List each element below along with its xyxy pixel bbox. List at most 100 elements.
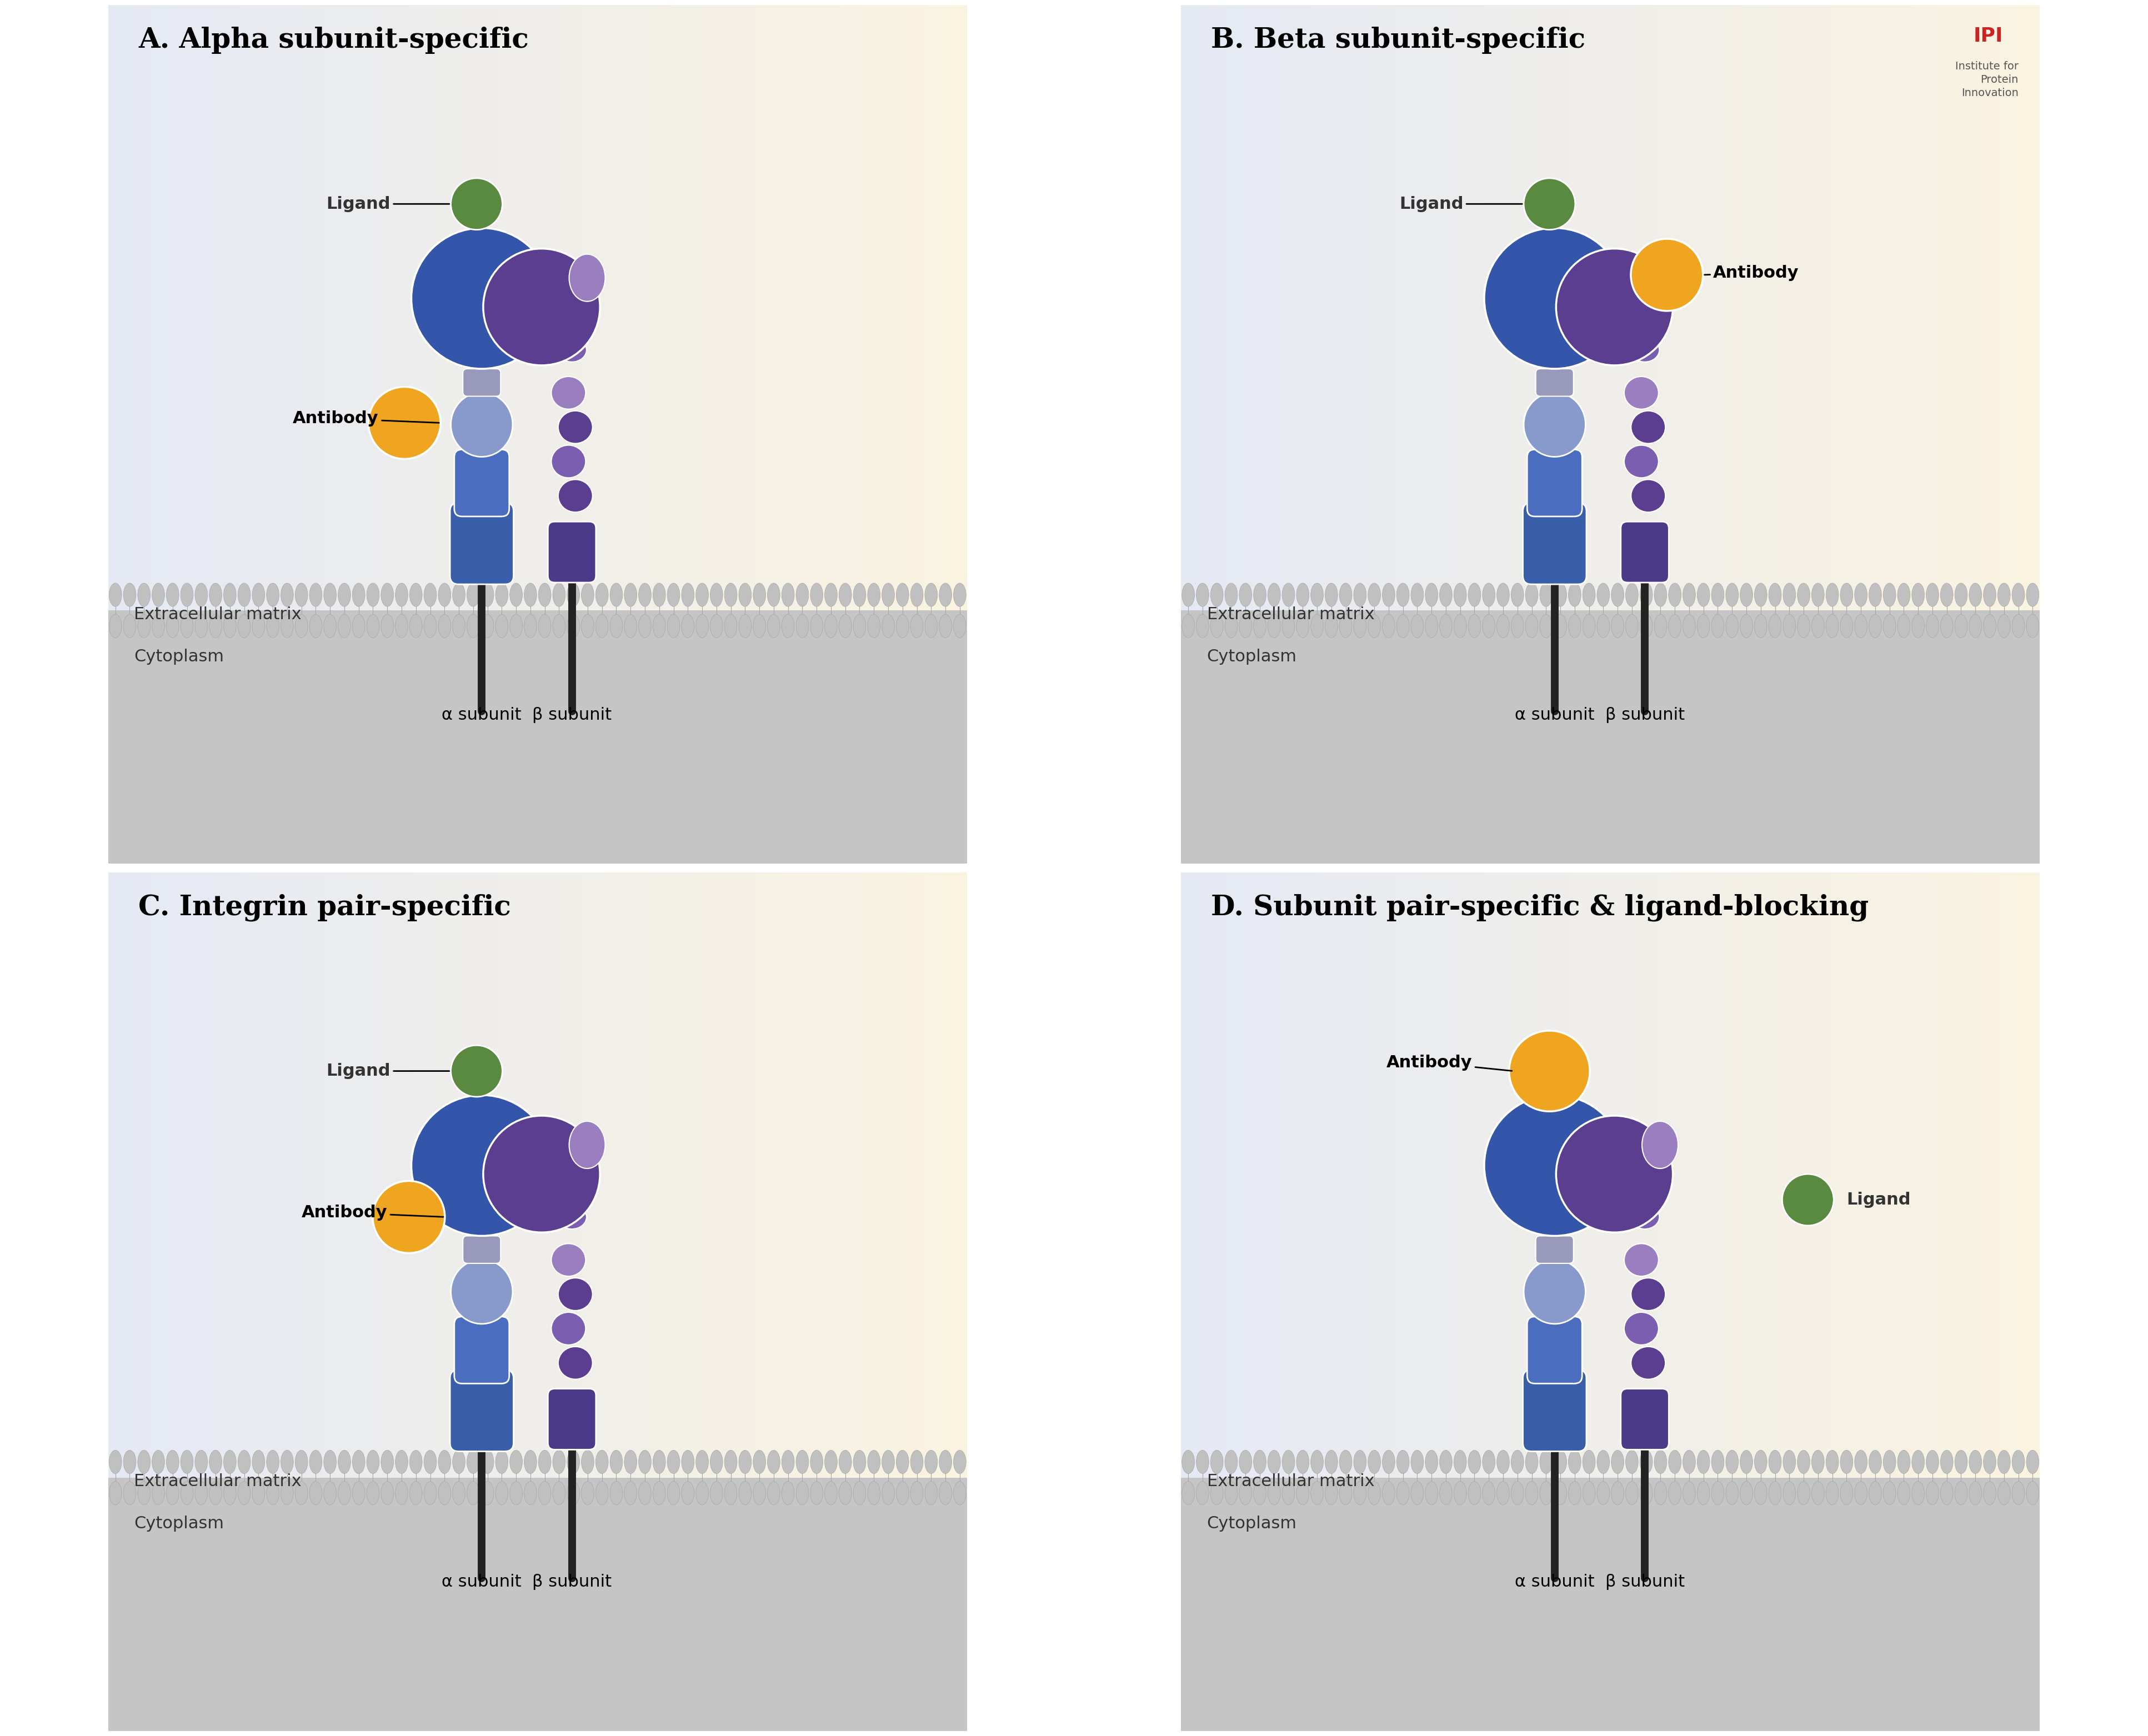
Bar	[1252, 871, 1254, 1477]
Bar	[1289, 871, 1291, 1477]
Bar	[949, 5, 954, 611]
Bar	[168, 5, 172, 611]
Bar	[189, 871, 191, 1477]
Bar	[1819, 5, 1822, 611]
Bar	[382, 871, 387, 1477]
Ellipse shape	[410, 583, 423, 606]
Ellipse shape	[324, 583, 337, 606]
Bar	[1420, 5, 1422, 611]
Ellipse shape	[668, 1450, 679, 1474]
Ellipse shape	[266, 1450, 279, 1474]
Bar	[1383, 5, 1385, 611]
Bar	[1312, 871, 1315, 1477]
Bar	[1643, 871, 1648, 1477]
Bar	[1701, 871, 1703, 1477]
Bar	[453, 5, 458, 611]
Bar	[178, 871, 183, 1477]
Bar	[632, 5, 636, 611]
Bar	[934, 5, 937, 611]
Ellipse shape	[1224, 583, 1237, 606]
Bar	[1551, 5, 1553, 611]
Bar	[1742, 5, 1744, 611]
Bar	[363, 5, 367, 611]
Ellipse shape	[625, 615, 638, 637]
Ellipse shape	[1396, 1450, 1409, 1474]
Ellipse shape	[1940, 615, 1953, 637]
Ellipse shape	[1340, 583, 1351, 606]
Ellipse shape	[1798, 1450, 1811, 1474]
Bar	[735, 5, 739, 611]
Bar	[649, 5, 651, 611]
Bar	[1781, 5, 1785, 611]
Bar	[1285, 871, 1289, 1477]
Bar	[1789, 871, 1791, 1477]
Bar	[1272, 871, 1276, 1477]
Bar	[1469, 871, 1474, 1477]
Bar	[846, 871, 848, 1477]
Bar	[1383, 871, 1385, 1477]
Bar	[376, 5, 380, 611]
Ellipse shape	[1368, 615, 1381, 637]
Bar	[1351, 5, 1355, 611]
Bar	[780, 5, 782, 611]
Bar	[756, 5, 758, 611]
Bar	[107, 611, 967, 865]
Bar	[531, 5, 535, 611]
Bar	[743, 871, 745, 1477]
Bar	[2023, 5, 2026, 611]
Bar	[1325, 5, 1330, 611]
Bar	[1547, 5, 1551, 611]
Bar	[1574, 5, 1577, 611]
Bar	[612, 5, 614, 611]
Bar	[322, 871, 326, 1477]
Bar	[125, 871, 129, 1477]
Bar	[1791, 871, 1796, 1477]
Bar	[900, 871, 902, 1477]
Bar	[507, 5, 511, 611]
Bar	[1948, 5, 1953, 611]
Ellipse shape	[696, 615, 709, 637]
Ellipse shape	[883, 583, 894, 606]
Ellipse shape	[797, 1450, 808, 1474]
Bar	[1474, 871, 1476, 1477]
Ellipse shape	[180, 1450, 193, 1474]
Bar	[752, 5, 756, 611]
Ellipse shape	[423, 615, 436, 637]
Ellipse shape	[558, 1347, 593, 1378]
Bar	[1349, 5, 1351, 611]
Bar	[397, 5, 400, 611]
Ellipse shape	[653, 615, 666, 637]
Bar	[1207, 5, 1211, 611]
Bar	[1342, 871, 1345, 1477]
Ellipse shape	[1630, 479, 1665, 512]
Ellipse shape	[481, 583, 494, 606]
Circle shape	[1783, 1174, 1834, 1226]
Ellipse shape	[1897, 1481, 1910, 1505]
Circle shape	[451, 1045, 503, 1097]
Ellipse shape	[1525, 1450, 1538, 1474]
Bar	[1506, 5, 1510, 611]
Bar	[2030, 5, 2032, 611]
Bar	[316, 871, 320, 1477]
Ellipse shape	[1712, 615, 1725, 637]
Bar	[692, 871, 696, 1477]
Ellipse shape	[1927, 1481, 1940, 1505]
Ellipse shape	[1596, 583, 1609, 606]
Bar	[290, 5, 292, 611]
Bar	[842, 871, 846, 1477]
Ellipse shape	[2013, 583, 2026, 606]
Ellipse shape	[825, 1450, 838, 1474]
Bar	[1703, 871, 1708, 1477]
Ellipse shape	[1768, 1450, 1781, 1474]
Bar	[1192, 871, 1194, 1477]
Bar	[571, 871, 574, 1477]
Bar	[937, 5, 941, 611]
Bar	[1476, 871, 1480, 1477]
Bar	[1360, 5, 1362, 611]
Bar	[307, 871, 309, 1477]
Bar	[1650, 5, 1654, 611]
Ellipse shape	[324, 1481, 337, 1505]
Bar	[367, 5, 369, 611]
Bar	[2011, 871, 2013, 1477]
Bar	[1654, 5, 1658, 611]
